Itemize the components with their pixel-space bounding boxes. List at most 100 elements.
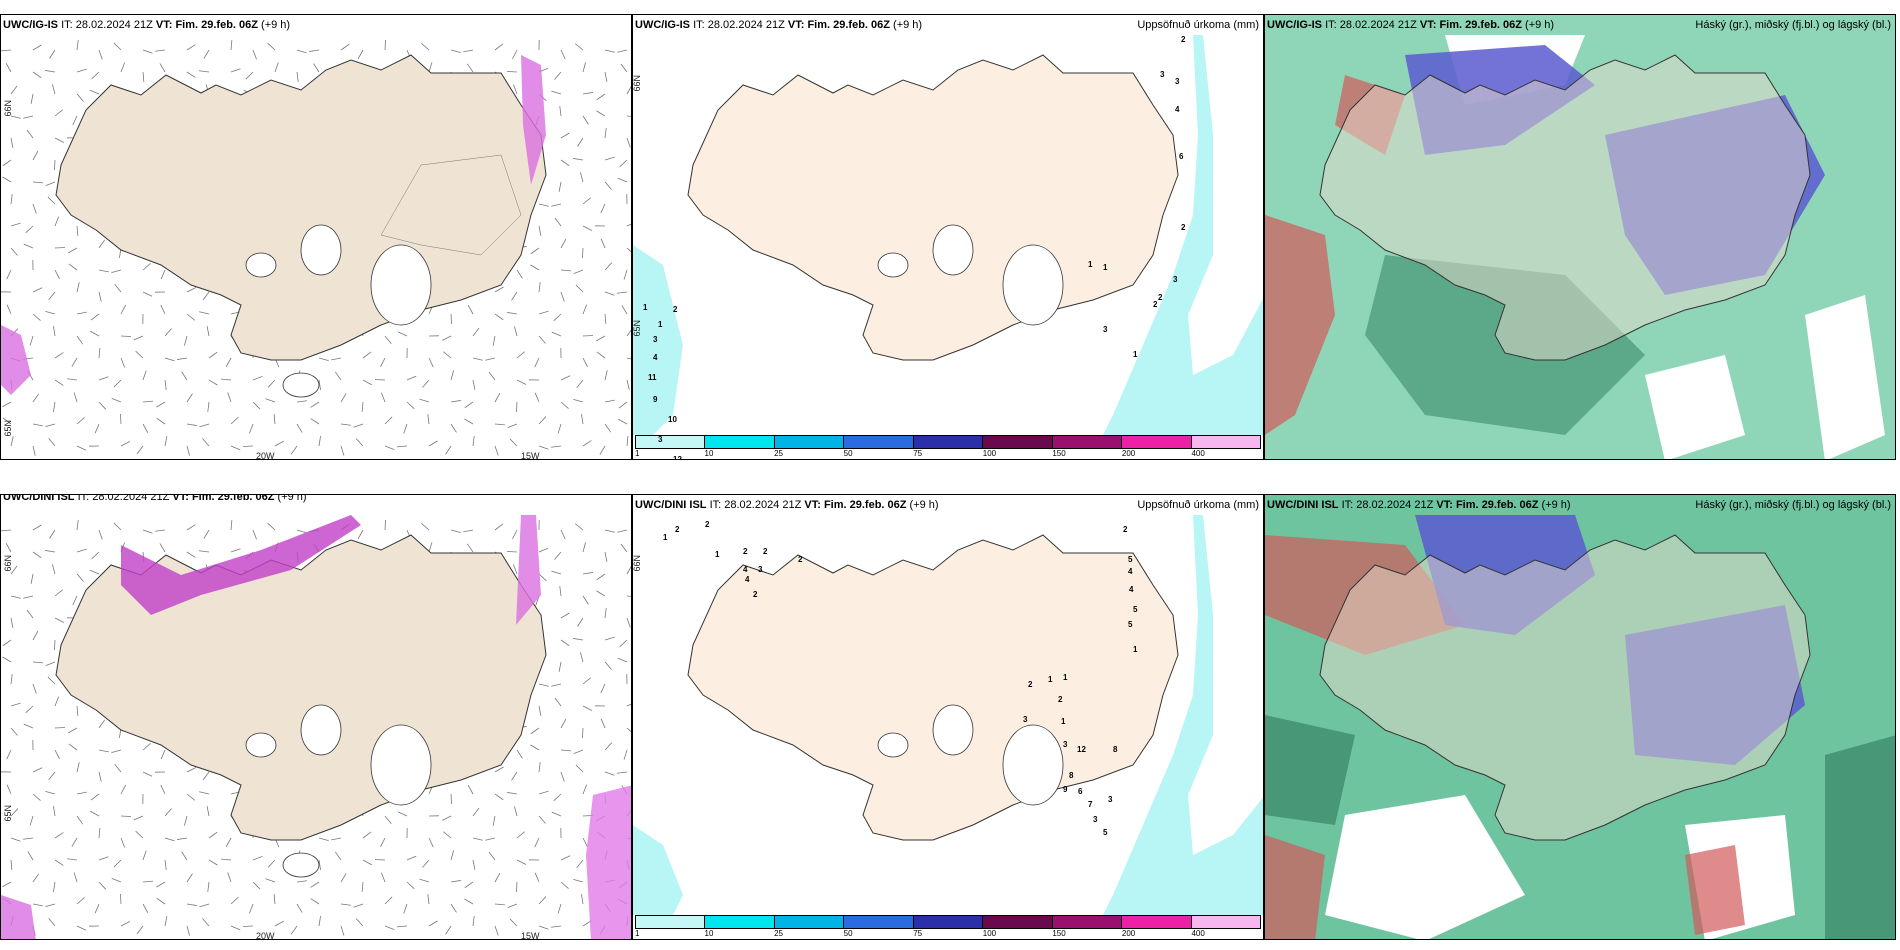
- wind-barb: [26, 609, 34, 619]
- wind-barb: [318, 859, 321, 870]
- wind-barb: [511, 291, 518, 301]
- wind-barb: [91, 551, 100, 560]
- precip-value-label: 4: [1128, 567, 1133, 576]
- wind-barb: [186, 524, 196, 531]
- precip-value-label: 2: [1058, 695, 1063, 704]
- wind-barb: [617, 177, 628, 183]
- wind-barb: [159, 543, 166, 553]
- wind-barb: [494, 523, 504, 531]
- wind-barb: [252, 49, 257, 60]
- wind-barb: [54, 379, 64, 386]
- wind-barb: [290, 925, 298, 935]
- wind-barb: [227, 872, 232, 883]
- wind-barb: [577, 617, 584, 627]
- wind-barb: [560, 855, 571, 861]
- lat-label-65n: 65N: [3, 420, 13, 437]
- wind-barb: [582, 595, 589, 605]
- wind-barb: [355, 438, 364, 447]
- wind-barb: [142, 263, 151, 271]
- wind-barb: [450, 793, 452, 805]
- wind-barb: [355, 918, 364, 927]
- iceland-outline: [1319, 534, 1811, 841]
- wind-barb: [619, 639, 628, 648]
- precip-value-label: 1: [1133, 645, 1138, 654]
- wind-barb: [362, 351, 372, 359]
- wind-barb: [32, 793, 41, 801]
- precip-value-label: 3: [758, 565, 763, 574]
- wind-barb: [155, 529, 166, 532]
- wind-barb: [54, 617, 65, 623]
- wind-barb: [516, 881, 518, 893]
- precip-value-label: 4: [743, 565, 748, 574]
- wind-barb: [32, 44, 42, 51]
- precip-magenta: [521, 55, 546, 185]
- wind-barb: [596, 110, 606, 117]
- wind-barb: [604, 636, 615, 641]
- wind-barb: [156, 417, 166, 425]
- wind-barb: [604, 128, 607, 139]
- wind-barb: [626, 137, 631, 148]
- wind-barb: [67, 378, 78, 381]
- wind-barb: [538, 790, 549, 795]
- wind-barb: [582, 705, 593, 711]
- precip-value-label: 2: [763, 547, 768, 556]
- wind-barb: [136, 925, 144, 935]
- wind-barb: [441, 335, 452, 341]
- precip-value-label: 2: [675, 525, 680, 534]
- wind-barb: [516, 749, 523, 759]
- wind-barb: [177, 357, 188, 360]
- lon-label-20w: 20W: [256, 931, 275, 940]
- precip-value-label: 1: [1088, 260, 1093, 269]
- precip-west: [633, 825, 683, 915]
- precip-value-label: 2: [1123, 525, 1128, 534]
- wind-barb: [90, 313, 100, 321]
- wind-barb: [560, 639, 570, 647]
- wind-barb: [164, 837, 175, 842]
- precip-magenta-sw: [1, 325, 31, 395]
- panel-title-right: Háský (gr.), miðský (fj.bl.) og lágský (…: [1695, 19, 1891, 31]
- wind-barb: [626, 115, 631, 117]
- cloud-mid-dark: [1265, 715, 1895, 939]
- wind-barb: [494, 423, 505, 426]
- wind-barb: [98, 348, 101, 359]
- wind-barb: [265, 398, 276, 403]
- wind-barb: [604, 156, 615, 161]
- wind-barb: [25, 705, 34, 714]
- wind-barb: [54, 749, 60, 760]
- wind-barb: [596, 573, 606, 581]
- wind-barb: [419, 398, 430, 403]
- panel-ig-wind: UWC/IG-IS IT: 28.02.2024 21Z VT: Fim. 29…: [0, 14, 632, 460]
- wind-barb: [604, 262, 613, 271]
- wind-barb: [464, 401, 474, 409]
- wind-barb: [494, 445, 499, 456]
- wind-barb: [76, 762, 80, 773]
- wind-barb: [10, 859, 13, 870]
- cloud-low-red: [1265, 75, 1405, 435]
- wind-barb: [296, 880, 307, 883]
- precip-value-label: 2: [705, 520, 710, 529]
- wind-barb: [135, 830, 144, 839]
- wind-barb: [450, 880, 461, 883]
- wind-barb: [507, 792, 518, 795]
- wind-barb: [582, 225, 593, 231]
- wind-barb: [186, 313, 196, 321]
- wind-barb: [5, 543, 12, 553]
- precip-value-label: 5: [1133, 605, 1138, 614]
- wind-barb: [582, 335, 594, 337]
- wind-barb: [10, 595, 21, 599]
- legend-tick-label: 1: [635, 449, 640, 458]
- wind-barb: [580, 652, 584, 663]
- wind-barb: [296, 529, 307, 534]
- wind-barb: [450, 313, 452, 325]
- wind-barb: [467, 785, 474, 795]
- wind-barb: [574, 43, 584, 51]
- wind-barb: [227, 392, 232, 403]
- precip-value-label: 3: [1173, 275, 1178, 284]
- wind-map: [1, 39, 631, 456]
- legend-tick-label: 400: [1191, 449, 1205, 458]
- wind-barb: [5, 63, 12, 73]
- wind-barb: [274, 440, 284, 447]
- wind-barb: [252, 856, 263, 861]
- wind-barb: [53, 326, 56, 337]
- wind-barb: [466, 63, 474, 73]
